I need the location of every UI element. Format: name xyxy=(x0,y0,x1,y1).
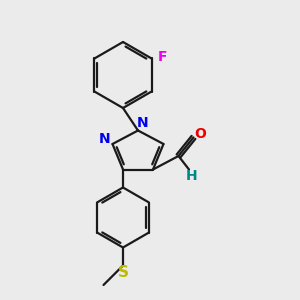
Text: O: O xyxy=(194,128,206,141)
Text: N: N xyxy=(98,132,110,145)
Text: S: S xyxy=(118,265,128,280)
Text: N: N xyxy=(137,116,148,130)
Text: F: F xyxy=(157,50,167,64)
Text: H: H xyxy=(186,169,198,182)
